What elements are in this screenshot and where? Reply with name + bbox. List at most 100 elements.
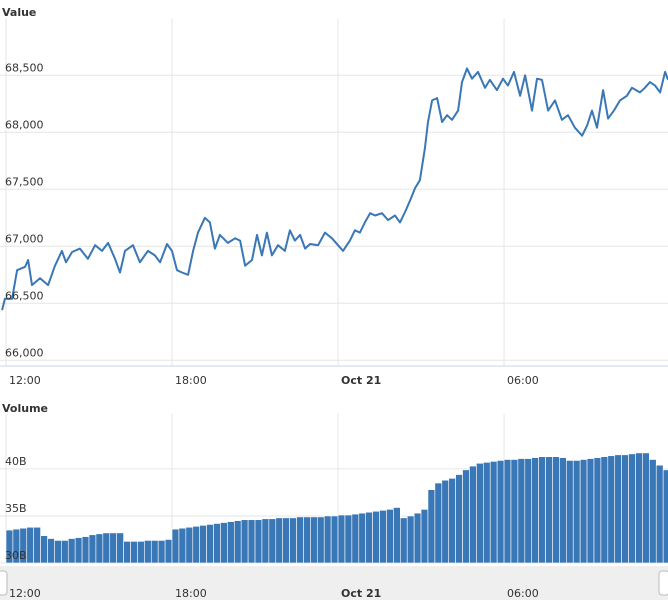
volume-bar bbox=[593, 457, 602, 564]
volume-bar bbox=[462, 469, 470, 564]
volume-bar bbox=[559, 457, 567, 564]
volume-bar bbox=[662, 469, 668, 564]
volume-bar bbox=[88, 534, 97, 564]
volume-bar bbox=[489, 461, 498, 564]
volume-bar bbox=[399, 517, 408, 564]
volume-bar bbox=[275, 517, 284, 564]
volume-bar bbox=[365, 511, 373, 564]
chart-title: Value bbox=[2, 6, 36, 19]
volume-bar bbox=[621, 454, 629, 564]
navigator-handle[interactable] bbox=[0, 570, 8, 596]
volume-bar bbox=[47, 538, 55, 564]
volume-bar bbox=[455, 474, 463, 564]
navigator-handle[interactable] bbox=[658, 570, 668, 596]
volume-bar bbox=[448, 478, 456, 564]
volume-bar bbox=[434, 482, 443, 564]
volume-bar bbox=[566, 460, 574, 564]
volume-bar bbox=[164, 539, 173, 564]
volume-bar bbox=[95, 533, 104, 564]
volume-bar bbox=[61, 540, 69, 564]
volume-bar bbox=[545, 456, 553, 564]
y-tick-label: 30B bbox=[5, 549, 27, 562]
volume-bar bbox=[441, 479, 450, 564]
volume-bar bbox=[496, 460, 505, 564]
volume-bar bbox=[199, 525, 207, 564]
volume-bar bbox=[476, 462, 484, 564]
volume-bar bbox=[123, 541, 131, 564]
volume-bar bbox=[116, 532, 124, 564]
volume-bar bbox=[33, 526, 41, 564]
volume-bar bbox=[54, 540, 62, 564]
volume-bar bbox=[233, 520, 242, 564]
volume-bar bbox=[220, 522, 228, 564]
volume-bar bbox=[310, 516, 318, 564]
volume-bar bbox=[74, 537, 83, 564]
navigator[interactable] bbox=[0, 566, 668, 600]
volume-bar bbox=[81, 536, 90, 564]
volume-bar bbox=[102, 532, 111, 564]
volume-bar bbox=[323, 515, 332, 564]
volume-bar bbox=[413, 512, 422, 564]
volume-bar bbox=[628, 453, 636, 564]
volume-bar bbox=[524, 458, 533, 564]
volume-bar bbox=[344, 514, 353, 564]
x-tick-label: 06:00 bbox=[507, 374, 539, 387]
volume-bar bbox=[379, 510, 387, 564]
volume-bar bbox=[351, 513, 360, 564]
volume-bar bbox=[185, 526, 194, 564]
x-tick-label: 18:00 bbox=[175, 374, 207, 387]
volume-bar bbox=[655, 464, 664, 564]
volume-bar bbox=[150, 540, 159, 564]
volume-bar bbox=[337, 514, 346, 564]
volume-bar bbox=[600, 456, 609, 564]
volume-bar bbox=[614, 454, 622, 564]
volume-bar bbox=[406, 515, 415, 564]
volume-bar bbox=[254, 519, 263, 564]
volume-bar bbox=[649, 459, 657, 564]
volume-bar bbox=[282, 517, 290, 564]
volume-bar bbox=[572, 460, 581, 564]
x-tick-label: Oct 21 bbox=[341, 374, 381, 387]
volume-bar bbox=[213, 523, 221, 564]
volume-bar bbox=[268, 518, 277, 564]
volume-bar bbox=[503, 459, 512, 564]
x-tick-label: 12:00 bbox=[9, 374, 41, 387]
volume-bar bbox=[510, 459, 519, 564]
volume-bar bbox=[316, 516, 325, 564]
navigator-label: 12:00 bbox=[9, 587, 41, 600]
volume-bar bbox=[386, 509, 394, 564]
y-tick-label: 67,500 bbox=[5, 175, 44, 188]
volume-bar bbox=[130, 541, 138, 564]
navigator-label: 06:00 bbox=[507, 587, 539, 600]
navigator-label: Oct 21 bbox=[341, 587, 381, 600]
volume-bar bbox=[144, 540, 152, 564]
volume-bar bbox=[552, 456, 560, 564]
volume-bar bbox=[247, 519, 256, 564]
volume-bar bbox=[289, 517, 297, 564]
volume-bar bbox=[67, 538, 76, 564]
volume-bar bbox=[296, 516, 304, 564]
volume-bar bbox=[372, 510, 380, 564]
volume-bar bbox=[586, 458, 595, 564]
volume-bar bbox=[26, 526, 34, 564]
volume-bar bbox=[40, 535, 48, 564]
navigator-label: 18:00 bbox=[175, 587, 207, 600]
volume-bar bbox=[157, 540, 166, 564]
volume-bar bbox=[109, 532, 117, 564]
volume-bar bbox=[427, 489, 436, 564]
volume-bar bbox=[330, 515, 339, 564]
volume-bar bbox=[261, 518, 270, 564]
volume-bar bbox=[538, 456, 546, 564]
volume-bar bbox=[607, 455, 616, 564]
volume-bar bbox=[579, 459, 588, 564]
volume-bar bbox=[192, 526, 200, 564]
volume-bar bbox=[358, 512, 367, 564]
volume-bar bbox=[483, 462, 491, 564]
y-tick-label: 68,000 bbox=[5, 118, 44, 131]
volume-bar bbox=[178, 527, 187, 564]
y-tick-label: 66,500 bbox=[5, 289, 44, 302]
volume-bar bbox=[240, 519, 249, 564]
y-tick-label: 66,000 bbox=[5, 346, 44, 359]
